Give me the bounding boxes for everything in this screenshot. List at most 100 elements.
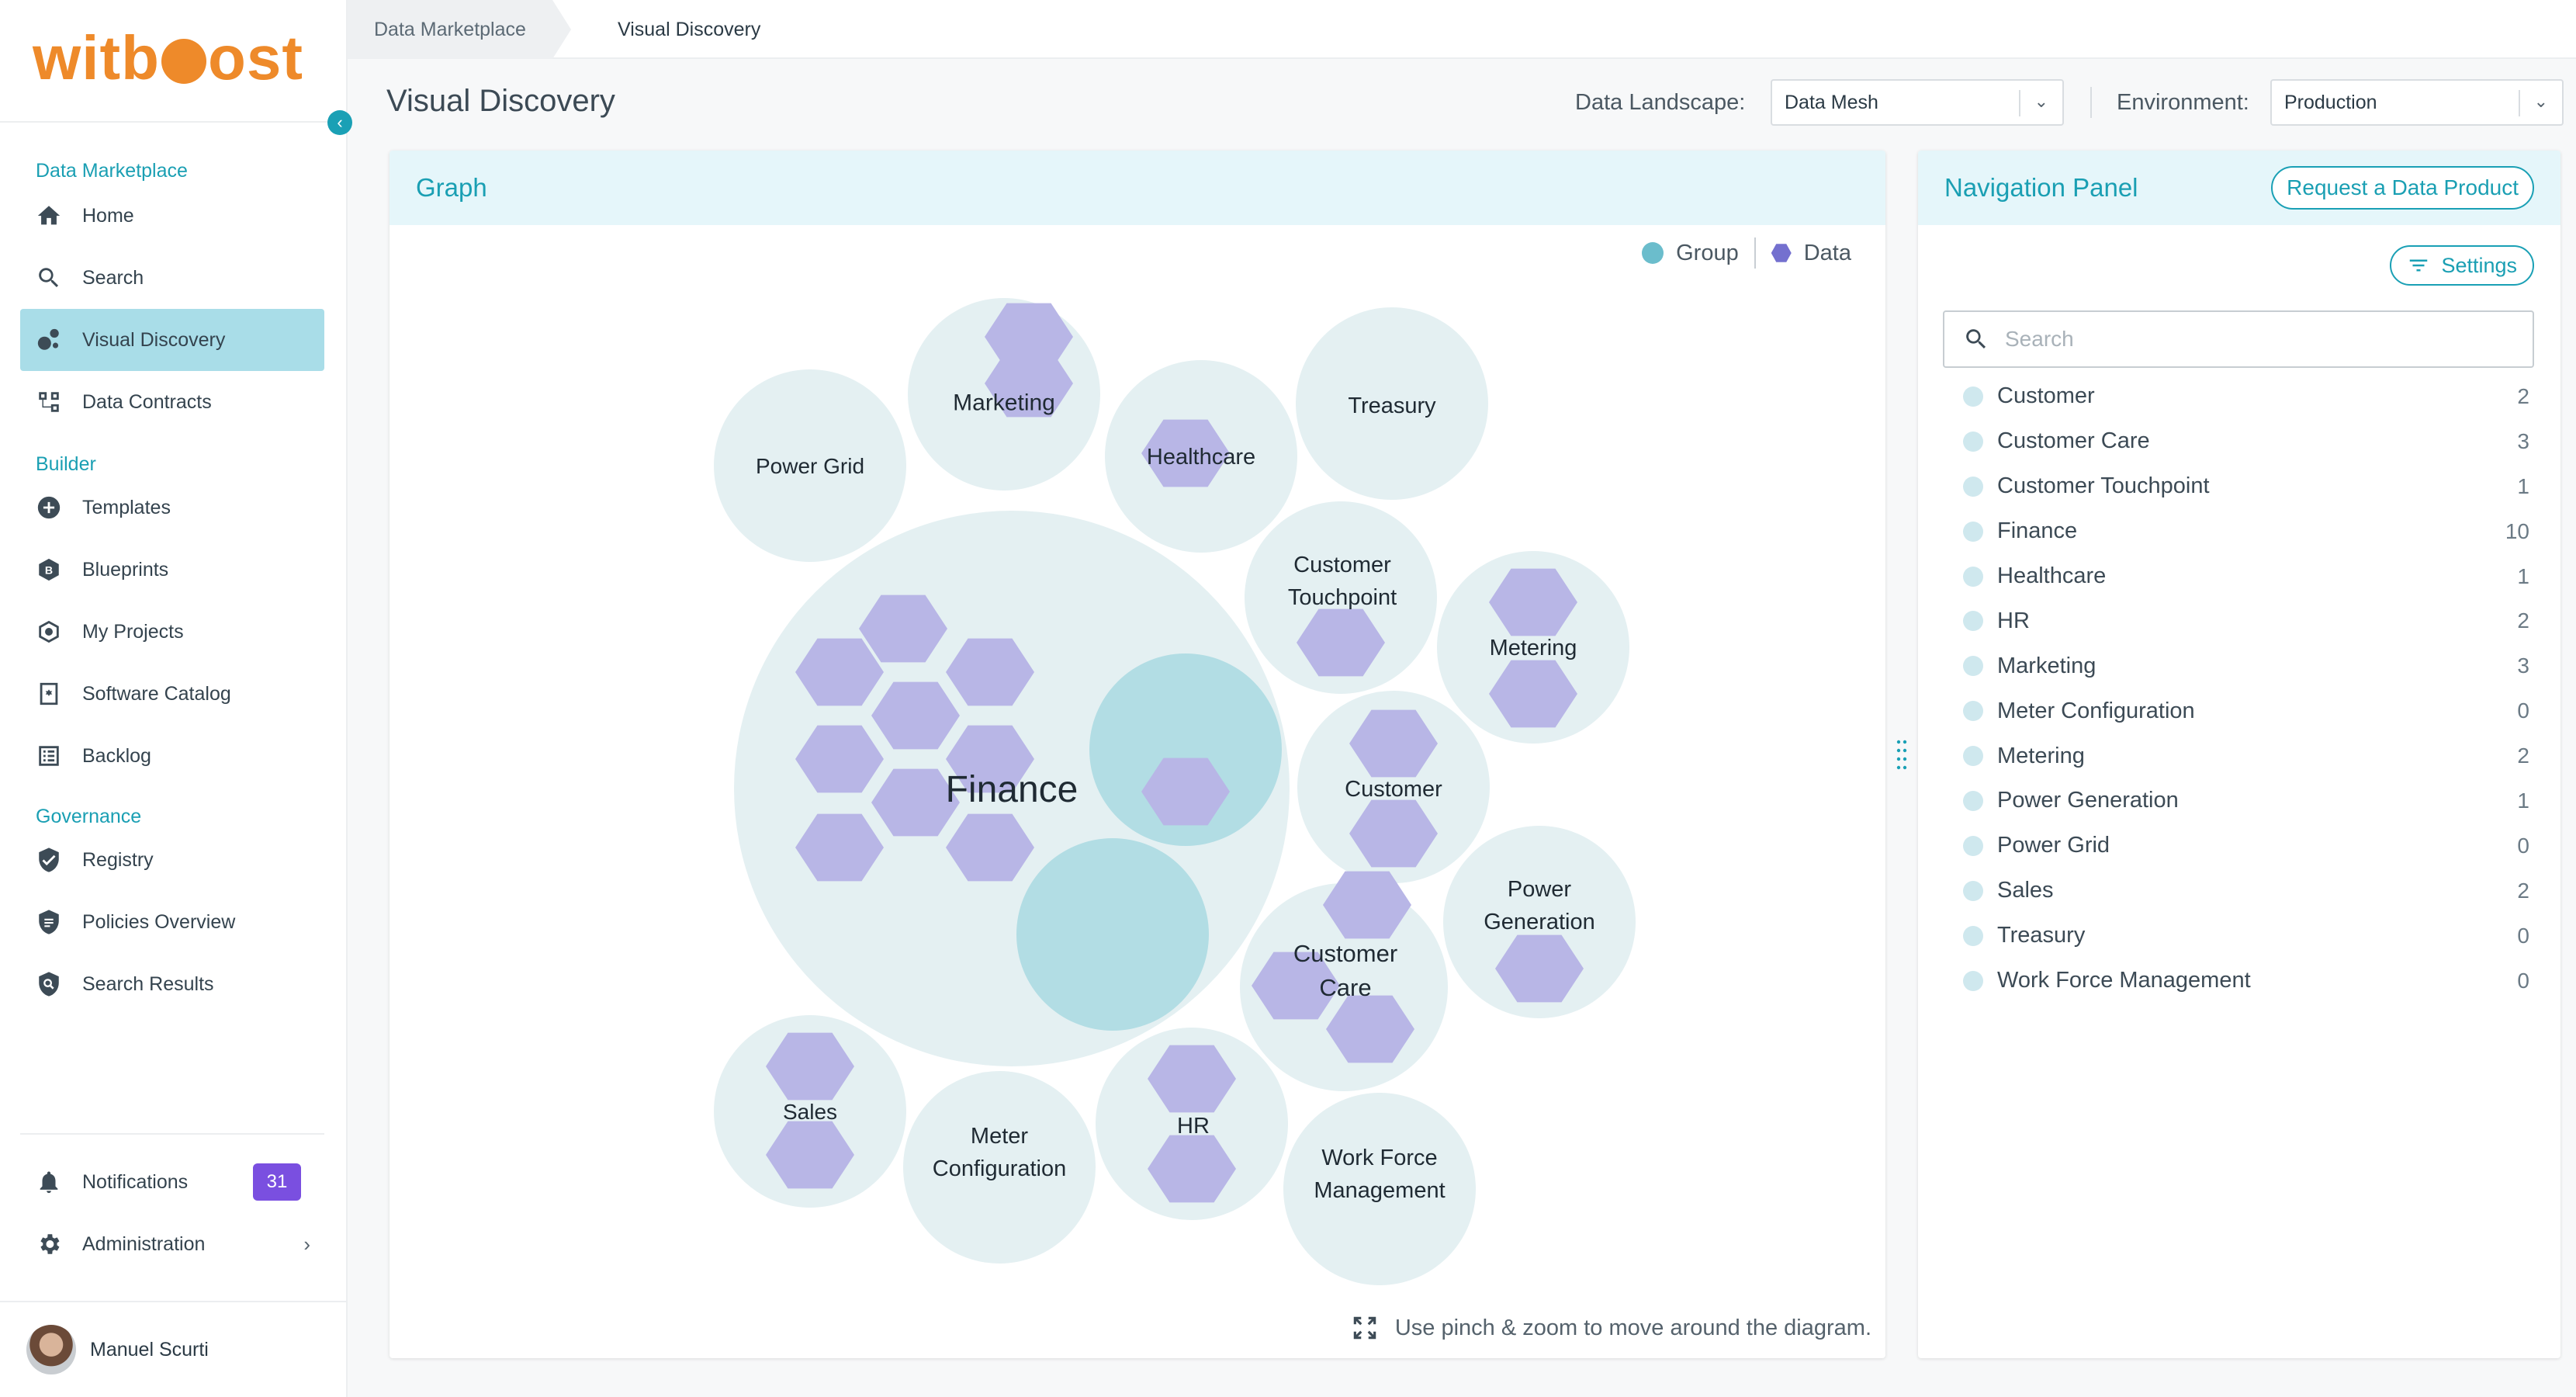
sidebar-item-policies-overview[interactable]: Policies Overview xyxy=(20,891,324,953)
nav-item-marketing[interactable]: Marketing 3 xyxy=(1963,643,2529,688)
logo-divider xyxy=(0,121,348,123)
data-product-hexagon[interactable] xyxy=(859,595,947,663)
group-bubble[interactable] xyxy=(903,1071,1096,1264)
group-bubble[interactable] xyxy=(1096,1028,1288,1220)
data-product-hexagon[interactable] xyxy=(766,1032,854,1101)
environment-select[interactable]: Production ⌄ xyxy=(2270,79,2564,126)
data-product-hexagon[interactable] xyxy=(1297,608,1385,677)
nav-item-work-force-management[interactable]: Work Force Management 0 xyxy=(1963,958,2529,1004)
data-product-hexagon[interactable] xyxy=(1349,799,1438,868)
data-product-hexagon[interactable] xyxy=(871,768,960,837)
witboost-logo[interactable]: witb ost xyxy=(33,23,303,92)
nav-item-metering[interactable]: Metering 2 xyxy=(1963,733,2529,778)
sidebar-item-blueprints[interactable]: B Blueprints xyxy=(20,539,324,601)
data-product-hexagon[interactable] xyxy=(1148,1135,1236,1203)
sub-group-bubble[interactable] xyxy=(1089,653,1282,846)
sidebar-item-data-contracts[interactable]: Data Contracts xyxy=(20,371,324,433)
select-divider xyxy=(2519,90,2520,116)
nav-item-name: Customer xyxy=(1997,383,2095,409)
nav-item-sales[interactable]: Sales 2 xyxy=(1963,868,2529,913)
data-product-hexagon[interactable] xyxy=(1252,952,1340,1020)
sidebar-item-home[interactable]: Home xyxy=(20,185,324,247)
sidebar-item-my-projects[interactable]: My Projects xyxy=(20,601,324,663)
data-product-hexagon[interactable] xyxy=(946,638,1034,706)
collapse-sidebar-button[interactable]: ‹ xyxy=(327,110,352,135)
sidebar-item-search-results[interactable]: Search Results xyxy=(20,953,324,1015)
data-product-hexagon[interactable] xyxy=(1141,757,1230,826)
nav-item-power-generation[interactable]: Power Generation 1 xyxy=(1963,778,2529,823)
navigation-panel-header: Navigation Panel Request a Data Product xyxy=(1918,151,2560,225)
group-label: Configuration xyxy=(933,1156,1067,1181)
group-bubble[interactable] xyxy=(714,1015,906,1208)
navigation-panel: Navigation Panel Request a Data Product … xyxy=(1918,151,2560,1358)
user-name: Manuel Scurti xyxy=(90,1338,209,1361)
settings-button[interactable]: Settings xyxy=(2390,245,2534,286)
data-product-hexagon[interactable] xyxy=(1349,709,1438,778)
data-product-hexagon[interactable] xyxy=(1326,995,1414,1063)
nav-item-customer-touchpoint[interactable]: Customer Touchpoint 1 xyxy=(1963,464,2529,509)
sidebar-item-administration[interactable]: Administration › xyxy=(20,1213,324,1275)
data-product-hexagon[interactable] xyxy=(766,1121,854,1189)
data-product-hexagon[interactable] xyxy=(871,681,960,750)
sub-group-bubble[interactable] xyxy=(1016,838,1209,1031)
data-product-hexagon[interactable] xyxy=(985,349,1073,418)
environment-value: Production xyxy=(2284,91,2377,113)
group-bubble[interactable] xyxy=(1297,691,1490,883)
sidebar-item-registry[interactable]: Registry xyxy=(20,829,324,891)
data-product-hexagon[interactable] xyxy=(795,725,884,793)
nav-item-power-grid[interactable]: Power Grid 0 xyxy=(1963,823,2529,868)
bubble-graph[interactable]: Finance Power Grid Marketing Healthcare Trea… xyxy=(390,225,1885,1358)
group-label: Healthcare xyxy=(1147,445,1255,470)
group-bubble[interactable] xyxy=(1437,551,1629,744)
request-data-product-button[interactable]: Request a Data Product xyxy=(2271,166,2534,210)
group-bubble[interactable] xyxy=(1296,307,1488,500)
breadcrumb-current: Visual Discovery xyxy=(618,18,761,40)
sidebar-item-backlog[interactable]: Backlog xyxy=(20,725,324,787)
group-bubble[interactable] xyxy=(1283,1093,1476,1285)
data-landscape-select[interactable]: Data Mesh ⌄ xyxy=(1771,79,2064,126)
graph-title: Graph xyxy=(416,173,487,202)
sidebar-item-visual-discovery[interactable]: Visual Discovery xyxy=(20,309,324,371)
breadcrumb-data-marketplace[interactable]: Data Marketplace xyxy=(348,0,571,59)
nav-item-customer[interactable]: Customer 2 xyxy=(1963,374,2529,419)
nav-item-hr[interactable]: HR 2 xyxy=(1963,598,2529,643)
sidebar-item-search[interactable]: Search xyxy=(20,247,324,309)
nav-item-meter-configuration[interactable]: Meter Configuration 0 xyxy=(1963,688,2529,733)
sidebar-item-notifications[interactable]: Notifications 31 xyxy=(20,1151,324,1213)
data-product-hexagon[interactable] xyxy=(1489,568,1577,636)
data-product-hexagon[interactable] xyxy=(795,638,884,706)
data-product-hexagon[interactable] xyxy=(1323,871,1411,939)
data-product-hexagon[interactable] xyxy=(795,813,884,882)
group-label: Treasury xyxy=(1348,393,1436,418)
data-product-hexagon[interactable] xyxy=(946,813,1034,882)
nav-item-treasury[interactable]: Treasury 0 xyxy=(1963,913,2529,958)
panel-resize-handle[interactable] xyxy=(1896,739,1907,773)
group-label: Management xyxy=(1314,1178,1445,1203)
nav-item-name: Customer Care xyxy=(1997,428,2150,454)
sidebar-item-software-catalog[interactable]: Software Catalog xyxy=(20,663,324,725)
nav-item-count: 10 xyxy=(2505,518,2529,543)
group-bubble[interactable] xyxy=(1245,501,1437,694)
group-bubble[interactable] xyxy=(714,369,906,562)
group-dot-icon xyxy=(1963,835,1983,856)
group-label: Metering xyxy=(1490,636,1577,660)
nav-item-customer-care[interactable]: Customer Care 3 xyxy=(1963,419,2529,464)
group-dot-icon xyxy=(1963,611,1983,632)
nav-item-healthcare[interactable]: Healthcare 1 xyxy=(1963,554,2529,599)
nav-item-count: 2 xyxy=(2517,383,2529,408)
navigation-search[interactable] xyxy=(1943,310,2534,368)
blueprints-icon: B xyxy=(36,556,62,583)
data-product-hexagon[interactable] xyxy=(1489,660,1577,728)
nav-item-finance[interactable]: Finance 10 xyxy=(1963,509,2529,554)
search-input[interactable] xyxy=(2005,327,2517,352)
group-dot-icon xyxy=(1963,521,1983,542)
data-product-hexagon[interactable] xyxy=(1495,934,1584,1003)
data-product-hexagon[interactable] xyxy=(1148,1045,1236,1113)
group-label: Customer xyxy=(1293,940,1397,967)
data-product-hexagon[interactable] xyxy=(946,725,1034,793)
group-bubble[interactable] xyxy=(1443,826,1636,1018)
data-product-hexagon[interactable] xyxy=(1141,419,1230,487)
user-profile[interactable]: Manuel Scurti xyxy=(0,1301,348,1397)
nav-item-name: Work Force Management xyxy=(1997,968,2251,993)
sidebar-item-templates[interactable]: Templates xyxy=(20,477,324,539)
